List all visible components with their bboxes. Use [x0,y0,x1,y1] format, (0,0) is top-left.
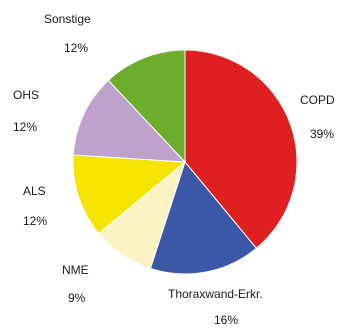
label-nme-value: 9% [68,291,86,305]
label-thoraxwand-value: 16% [214,313,238,327]
pie-slice-copd [184,49,298,250]
label-copd-name: COPD [300,93,335,107]
label-sonstige-value: 12% [64,41,88,55]
pie-slice-thoraxwand-erkr [149,160,258,275]
pie-slice-als [72,154,187,235]
label-als-value: 12% [23,214,47,228]
pie-slice-sonstige [107,49,186,164]
pie-slice-ohs [72,79,187,163]
label-nme-name: NME [62,263,89,277]
label-ohs-value: 12% [13,120,37,134]
pie-slices [72,49,298,275]
label-sonstige-name: Sonstige [44,12,91,26]
label-ohs-name: OHS [13,88,39,102]
label-copd-value: 39% [310,127,334,141]
label-thoraxwand-name: Thoraxwand-Erkr. [168,287,263,301]
label-als-name: ALS [23,184,46,198]
